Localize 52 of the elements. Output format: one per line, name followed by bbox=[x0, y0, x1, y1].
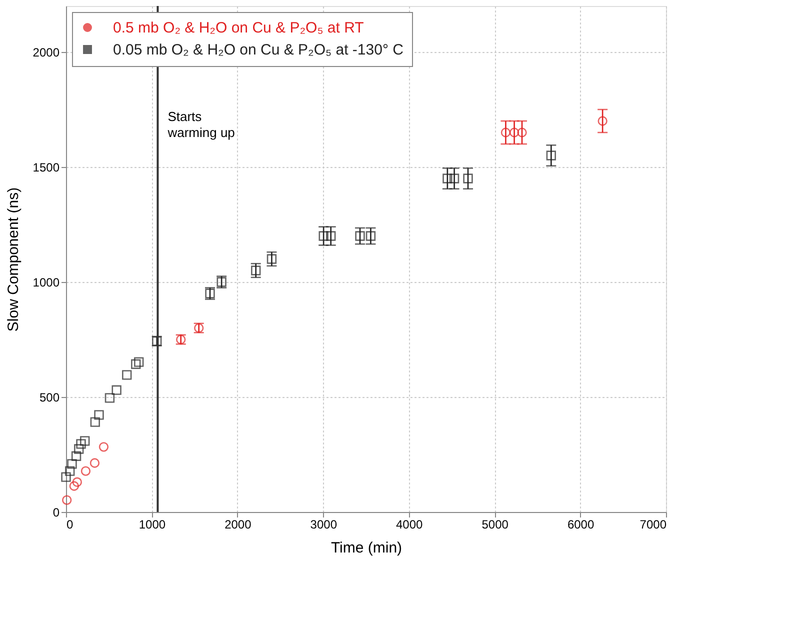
point bbox=[546, 150, 556, 160]
y-tick-label: 500 bbox=[39, 390, 60, 404]
point bbox=[509, 128, 520, 138]
point bbox=[598, 116, 608, 126]
point bbox=[62, 495, 72, 505]
point bbox=[80, 466, 91, 476]
point bbox=[318, 231, 328, 241]
point bbox=[90, 417, 100, 427]
point bbox=[517, 128, 527, 138]
x-tick-label: 0 bbox=[66, 518, 74, 532]
legend-label: 0.5 mb O₂ & H₂O on Cu & P₂O₅ at RT bbox=[113, 20, 364, 36]
x-tick-label: 4000 bbox=[396, 518, 424, 532]
x-axis-title: Time (min) bbox=[330, 540, 402, 556]
point bbox=[74, 444, 84, 454]
x-tick-label: 1000 bbox=[138, 518, 166, 532]
point bbox=[251, 266, 261, 276]
point bbox=[98, 442, 109, 452]
point bbox=[104, 393, 115, 403]
point bbox=[266, 254, 277, 264]
point bbox=[463, 174, 473, 184]
point bbox=[326, 231, 336, 241]
x-tick-label: 3000 bbox=[310, 518, 338, 532]
point bbox=[112, 385, 122, 395]
point bbox=[67, 459, 77, 469]
point bbox=[61, 472, 71, 482]
point bbox=[131, 359, 141, 369]
point bbox=[94, 410, 104, 420]
point bbox=[500, 128, 511, 138]
y-tick-label: 1500 bbox=[32, 160, 60, 174]
y-tick-label: 0 bbox=[52, 506, 60, 520]
point bbox=[449, 174, 460, 184]
point bbox=[80, 436, 90, 446]
point bbox=[122, 370, 132, 380]
point bbox=[134, 357, 144, 367]
x-tick-label: 6000 bbox=[567, 518, 594, 532]
ref-line-label: Starts warming up bbox=[166, 109, 235, 140]
point bbox=[71, 451, 82, 461]
point bbox=[69, 481, 79, 491]
point bbox=[65, 466, 75, 476]
x-tick-label: 5000 bbox=[482, 518, 509, 532]
point bbox=[76, 439, 86, 449]
point bbox=[72, 477, 82, 487]
x-tick-label: 2000 bbox=[224, 518, 252, 532]
y-tick-label: 1000 bbox=[32, 276, 60, 290]
point bbox=[90, 458, 100, 468]
point bbox=[355, 231, 365, 241]
point bbox=[366, 231, 376, 241]
x-tick-label: 7000 bbox=[640, 518, 667, 532]
point bbox=[442, 174, 452, 184]
legend-label: 0.05 mb O₂ & H₂O on Cu & P₂O₅ at -130° C bbox=[113, 42, 404, 58]
y-tick-label: 2000 bbox=[32, 46, 60, 60]
y-axis-title: Slow Component (ns) bbox=[4, 187, 22, 332]
